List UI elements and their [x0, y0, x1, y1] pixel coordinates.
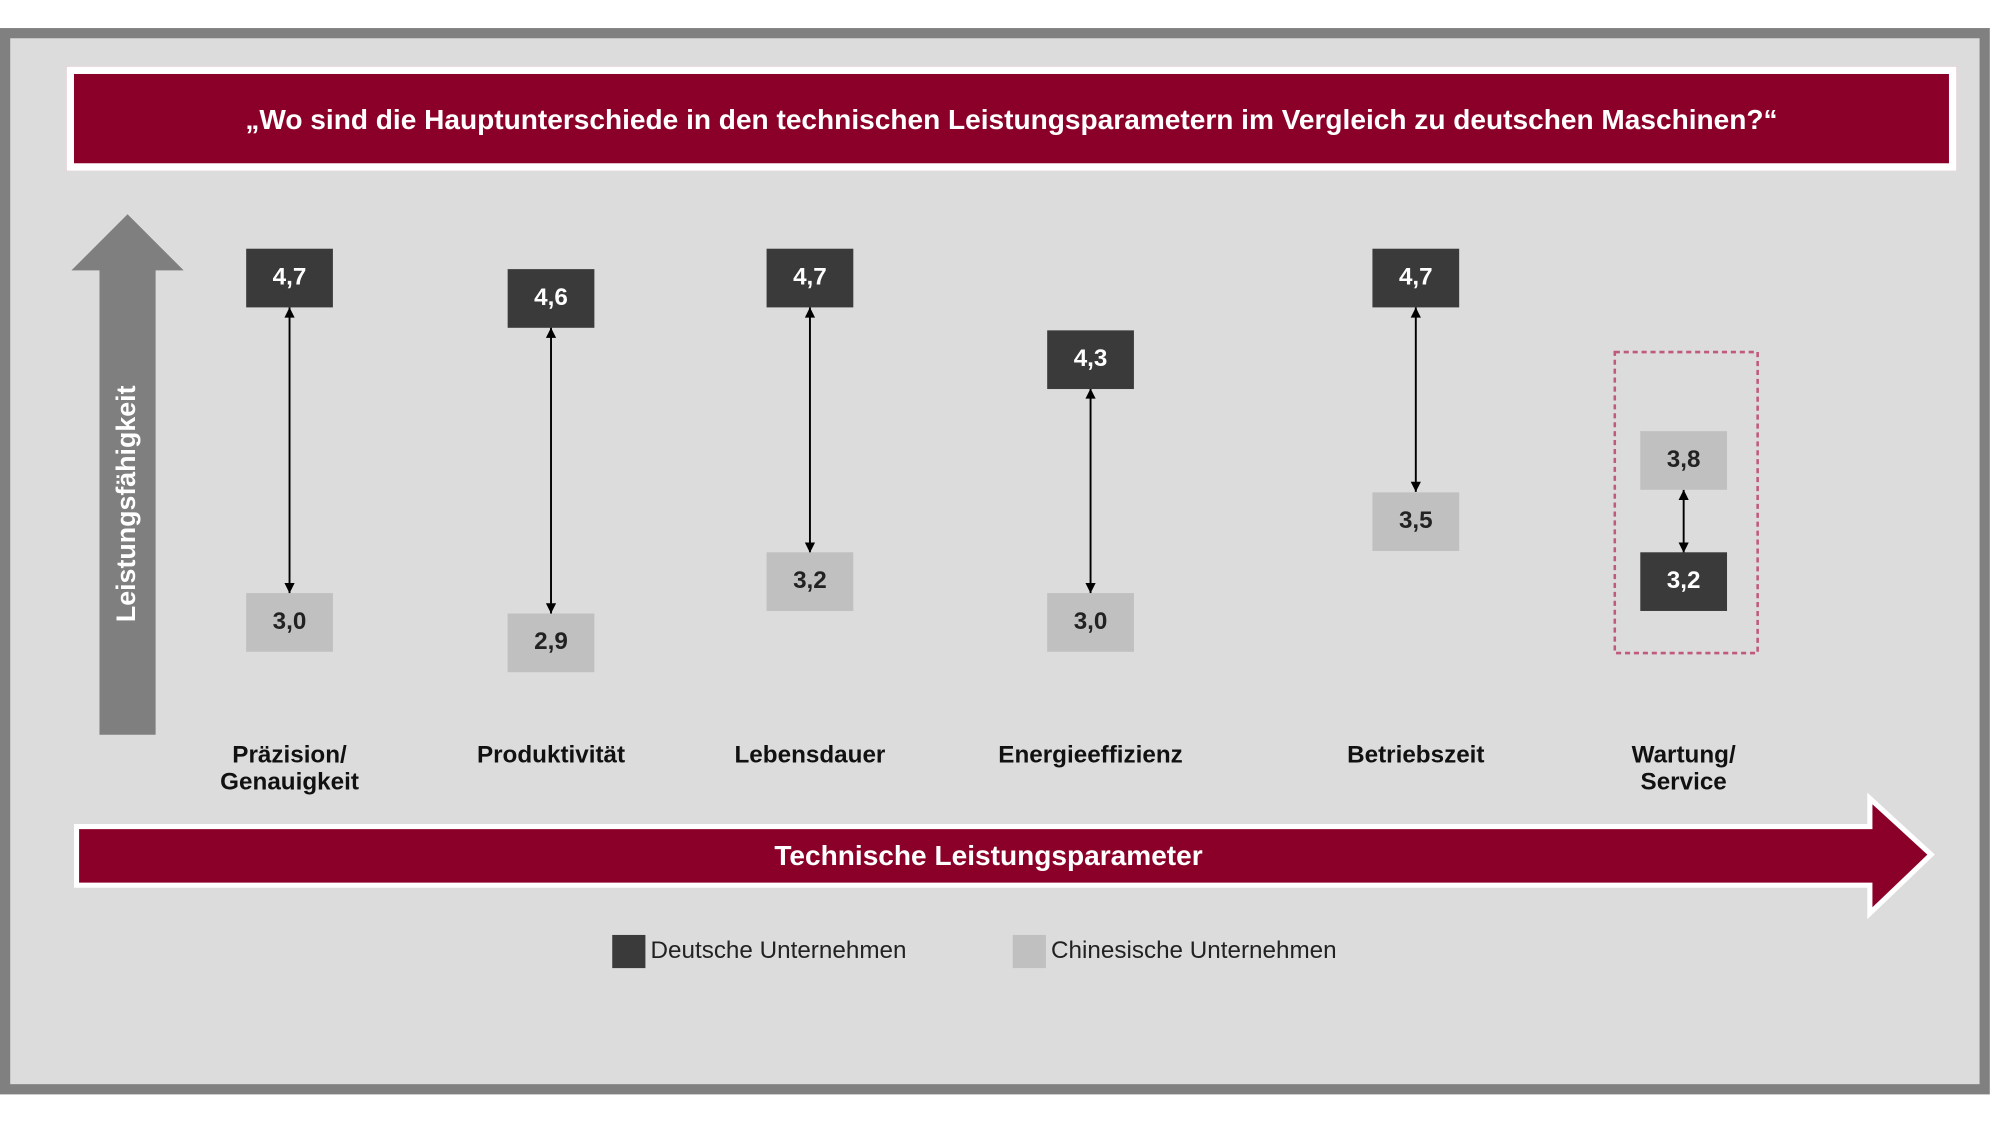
legend-swatch	[1012, 934, 1046, 969]
arrow-head	[284, 307, 295, 318]
legend-swatch	[612, 934, 646, 969]
legend-label: Chinesische Unternehmen	[1051, 937, 1337, 965]
x-tick-label: Energieeffizienz	[998, 742, 1183, 770]
x-tick-label: Produktivität	[476, 742, 626, 770]
value-box: 4,7	[1372, 248, 1460, 308]
x-tick-label: Präzision/ Genauigkeit	[220, 742, 359, 796]
value-box: 3,0	[246, 593, 333, 652]
value-box: 3,2	[1640, 552, 1728, 612]
x-tick-label: Lebensdauer	[734, 742, 886, 770]
arrow-head	[1678, 489, 1689, 500]
arrow-head	[1678, 542, 1689, 553]
x-tick-label: Wartung/ Service	[1631, 742, 1736, 796]
arrow-head	[804, 542, 816, 553]
arrow-head	[804, 307, 816, 318]
value-box: 4,6	[507, 268, 595, 328]
chart-title: „Wo sind die Hauptunterschiede in den te…	[245, 103, 1778, 136]
arrow-head	[545, 603, 557, 614]
value-box: 3,2	[766, 552, 854, 612]
value-box: 2,9	[507, 613, 595, 673]
legend-label: Deutsche Unternehmen	[650, 937, 907, 965]
arrow-head	[1410, 307, 1421, 318]
value-box: 3,5	[1372, 491, 1460, 551]
arrow-head	[1085, 388, 1096, 399]
value-box: 4,3	[1047, 329, 1134, 389]
arrow-head	[1085, 583, 1096, 594]
highlight-frame	[1613, 350, 1759, 655]
arrow-head	[284, 583, 295, 594]
x-axis-label: Technische Leistungsparameter	[774, 839, 1203, 872]
arrow-head	[545, 327, 557, 338]
value-box: 3,0	[1047, 593, 1134, 652]
value-box: 3,8	[1640, 431, 1728, 490]
arrow-head	[1410, 481, 1421, 492]
title-frame	[66, 66, 1957, 171]
x-tick-label: Betriebszeit	[1347, 742, 1485, 770]
y-axis-arrow	[71, 214, 184, 735]
value-box: 4,7	[766, 248, 854, 308]
x-axis-arrow	[73, 792, 1935, 920]
y-axis-label: Leistungsfähigkeit	[112, 385, 142, 623]
value-box: 4,7	[246, 248, 333, 308]
